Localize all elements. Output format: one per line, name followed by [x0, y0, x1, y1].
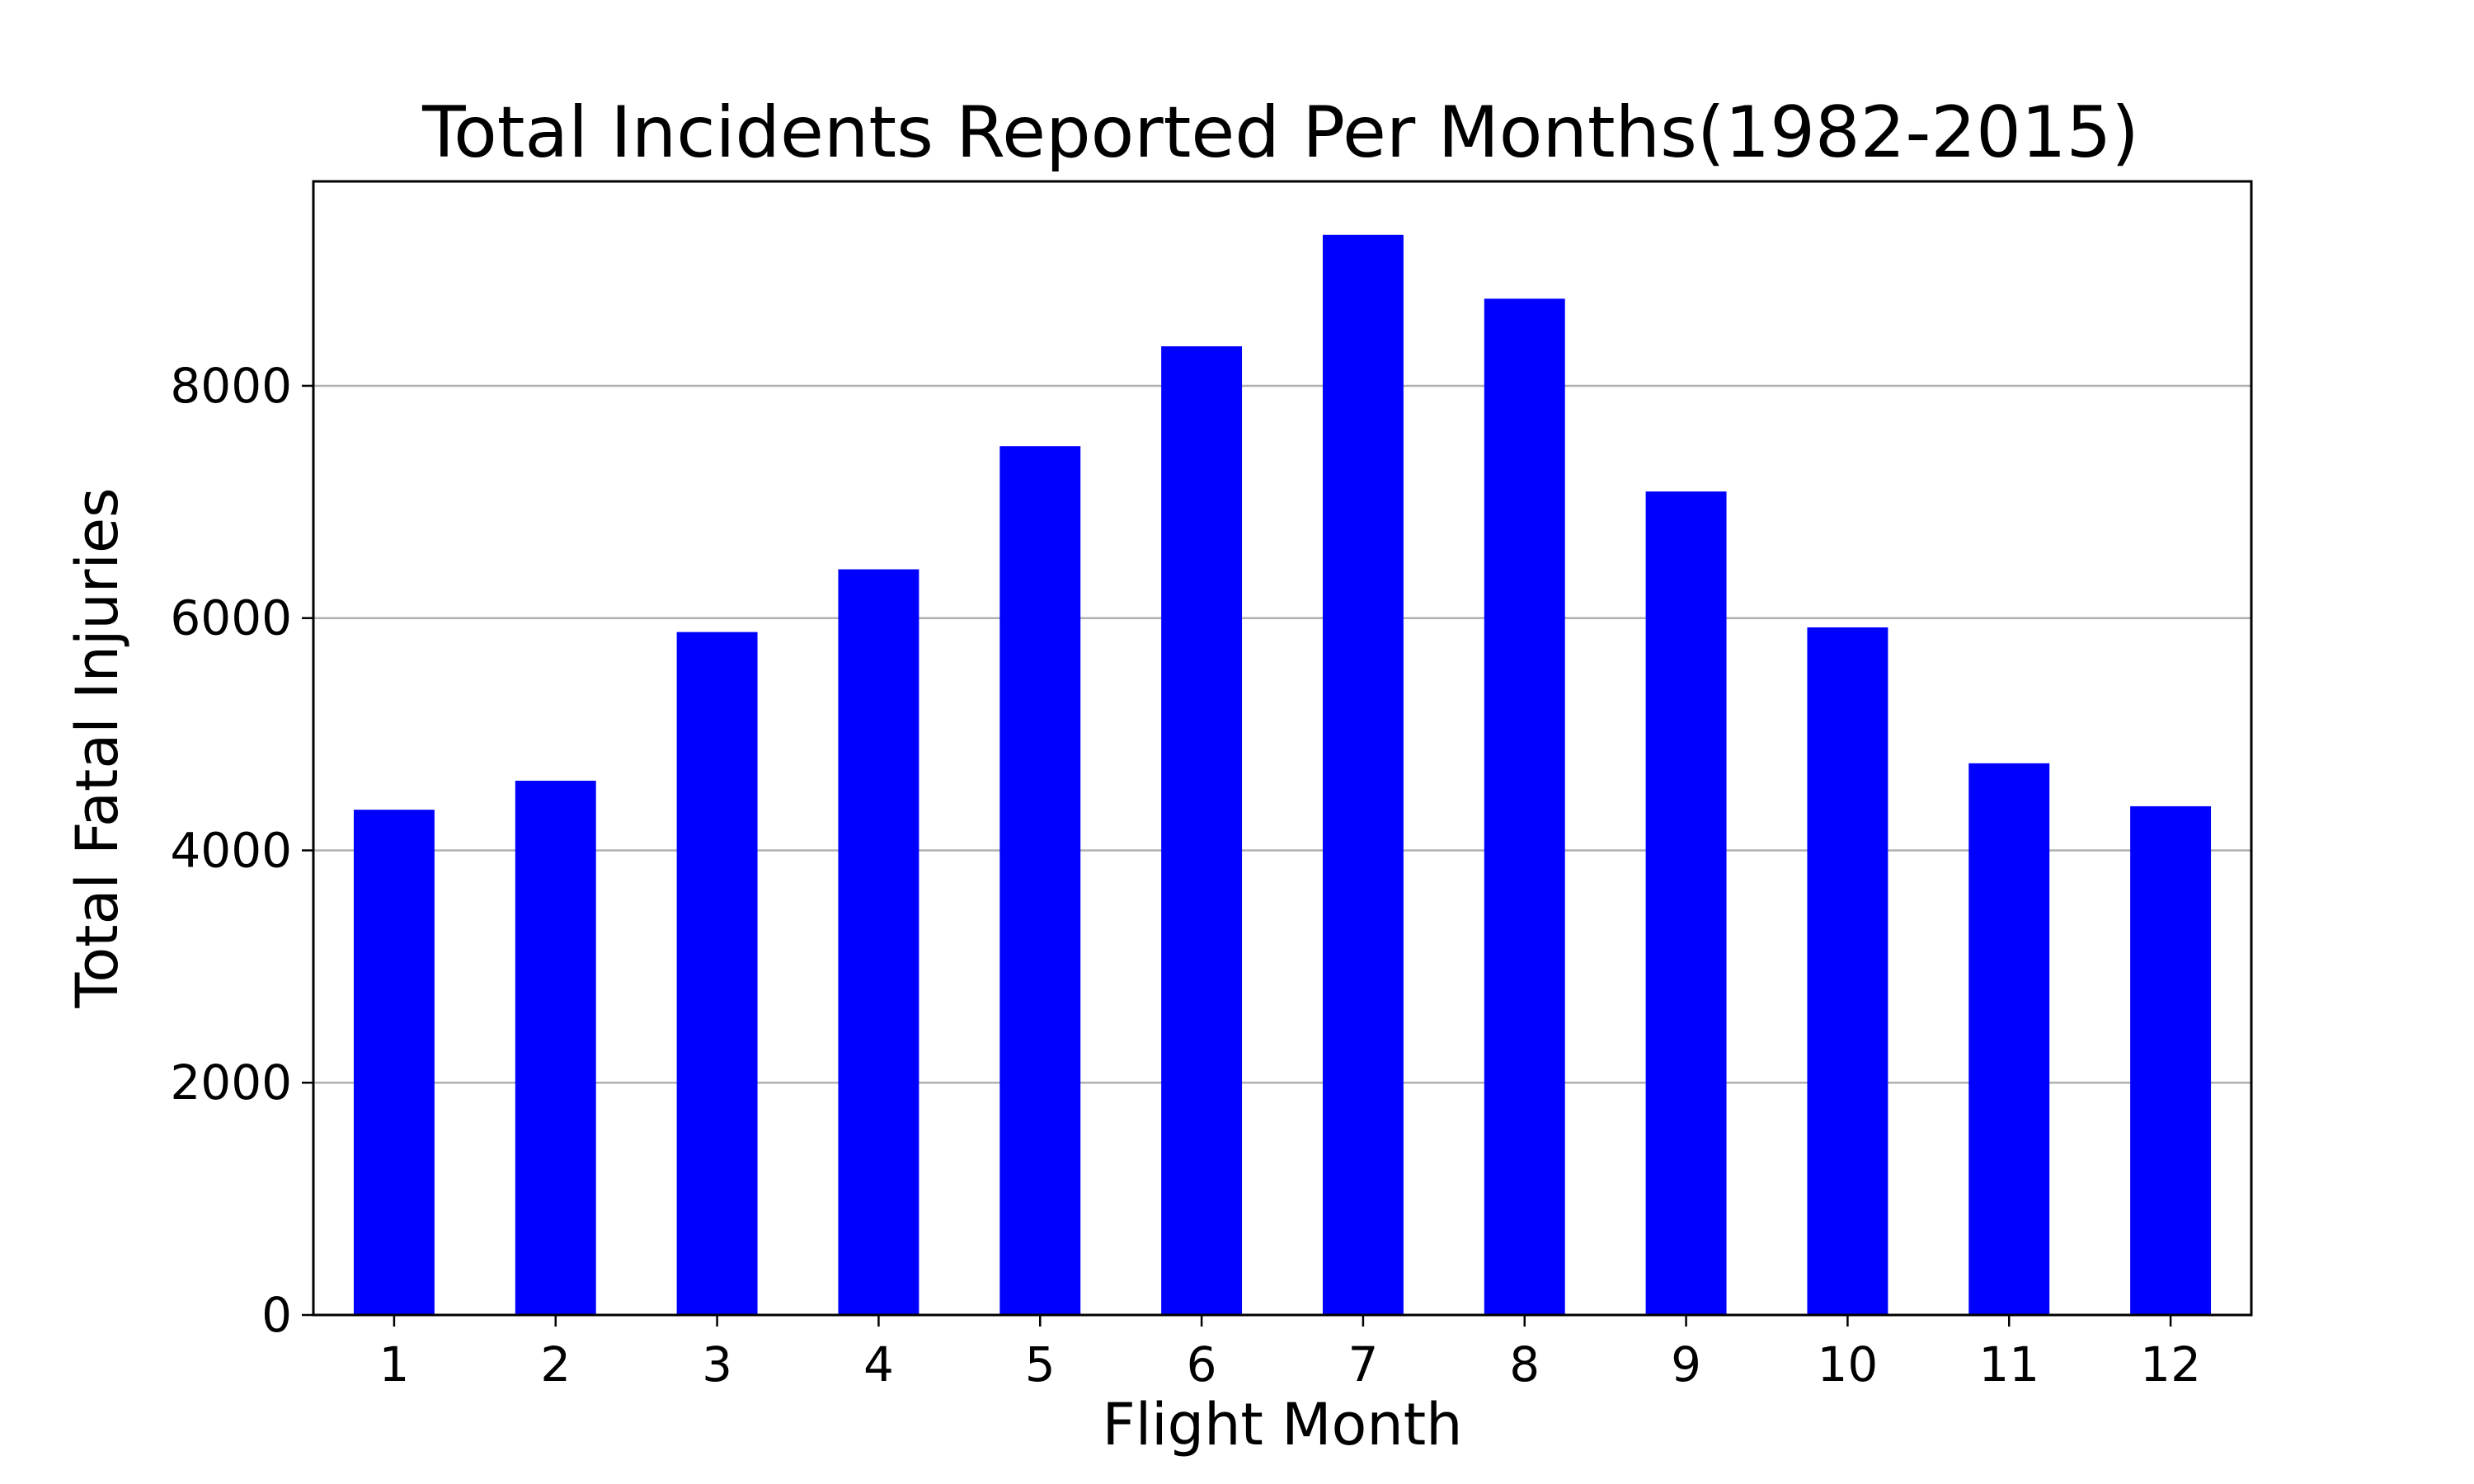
- y-tick-label: 4000: [170, 822, 292, 878]
- bar: [676, 632, 758, 1315]
- x-tick-label: 7: [1348, 1336, 1378, 1392]
- bar: [838, 569, 920, 1315]
- bar: [1968, 763, 2050, 1315]
- x-tick-label: 4: [863, 1336, 894, 1392]
- x-tick-label: 2: [540, 1336, 571, 1392]
- y-tick-label: 6000: [170, 590, 292, 646]
- x-tick-label: 12: [2140, 1336, 2201, 1392]
- x-tick-label: 1: [379, 1336, 409, 1392]
- bar: [1161, 346, 1243, 1315]
- y-tick-label: 2000: [170, 1054, 292, 1111]
- plot-frame: [312, 180, 2253, 1317]
- x-axis: 1 2 3 4 5 6 7 8 9 10 11 12: [379, 1315, 2201, 1392]
- bar: [999, 446, 1081, 1316]
- bar: [353, 810, 435, 1315]
- x-tick-label: 5: [1025, 1336, 1056, 1392]
- bar-series: [353, 234, 2212, 1316]
- bar: [1645, 491, 1727, 1315]
- y-axis-label: Total Fatal Injuries: [63, 487, 131, 1008]
- y-tick-label: 8000: [170, 358, 292, 414]
- y-axis: 0 2000 4000 6000 8000: [170, 358, 313, 1343]
- bar: [1484, 298, 1565, 1316]
- y-gridlines: [313, 384, 2251, 1084]
- x-tick-label: 9: [1671, 1336, 1701, 1392]
- x-tick-label: 3: [702, 1336, 732, 1392]
- chart-title: Total Incidents Reported Per Months(1982…: [421, 92, 2139, 174]
- bar: [2130, 805, 2212, 1315]
- x-axis-label: Flight Month: [1102, 1391, 1462, 1458]
- x-tick-label: 8: [1509, 1336, 1540, 1392]
- bar: [1807, 627, 1888, 1315]
- x-tick-label: 6: [1187, 1336, 1217, 1392]
- x-tick-label: 10: [1818, 1336, 1879, 1392]
- x-tick-label: 11: [1978, 1336, 2039, 1392]
- y-tick-label: 0: [261, 1287, 292, 1343]
- bar: [1322, 234, 1404, 1316]
- bar: [515, 780, 596, 1315]
